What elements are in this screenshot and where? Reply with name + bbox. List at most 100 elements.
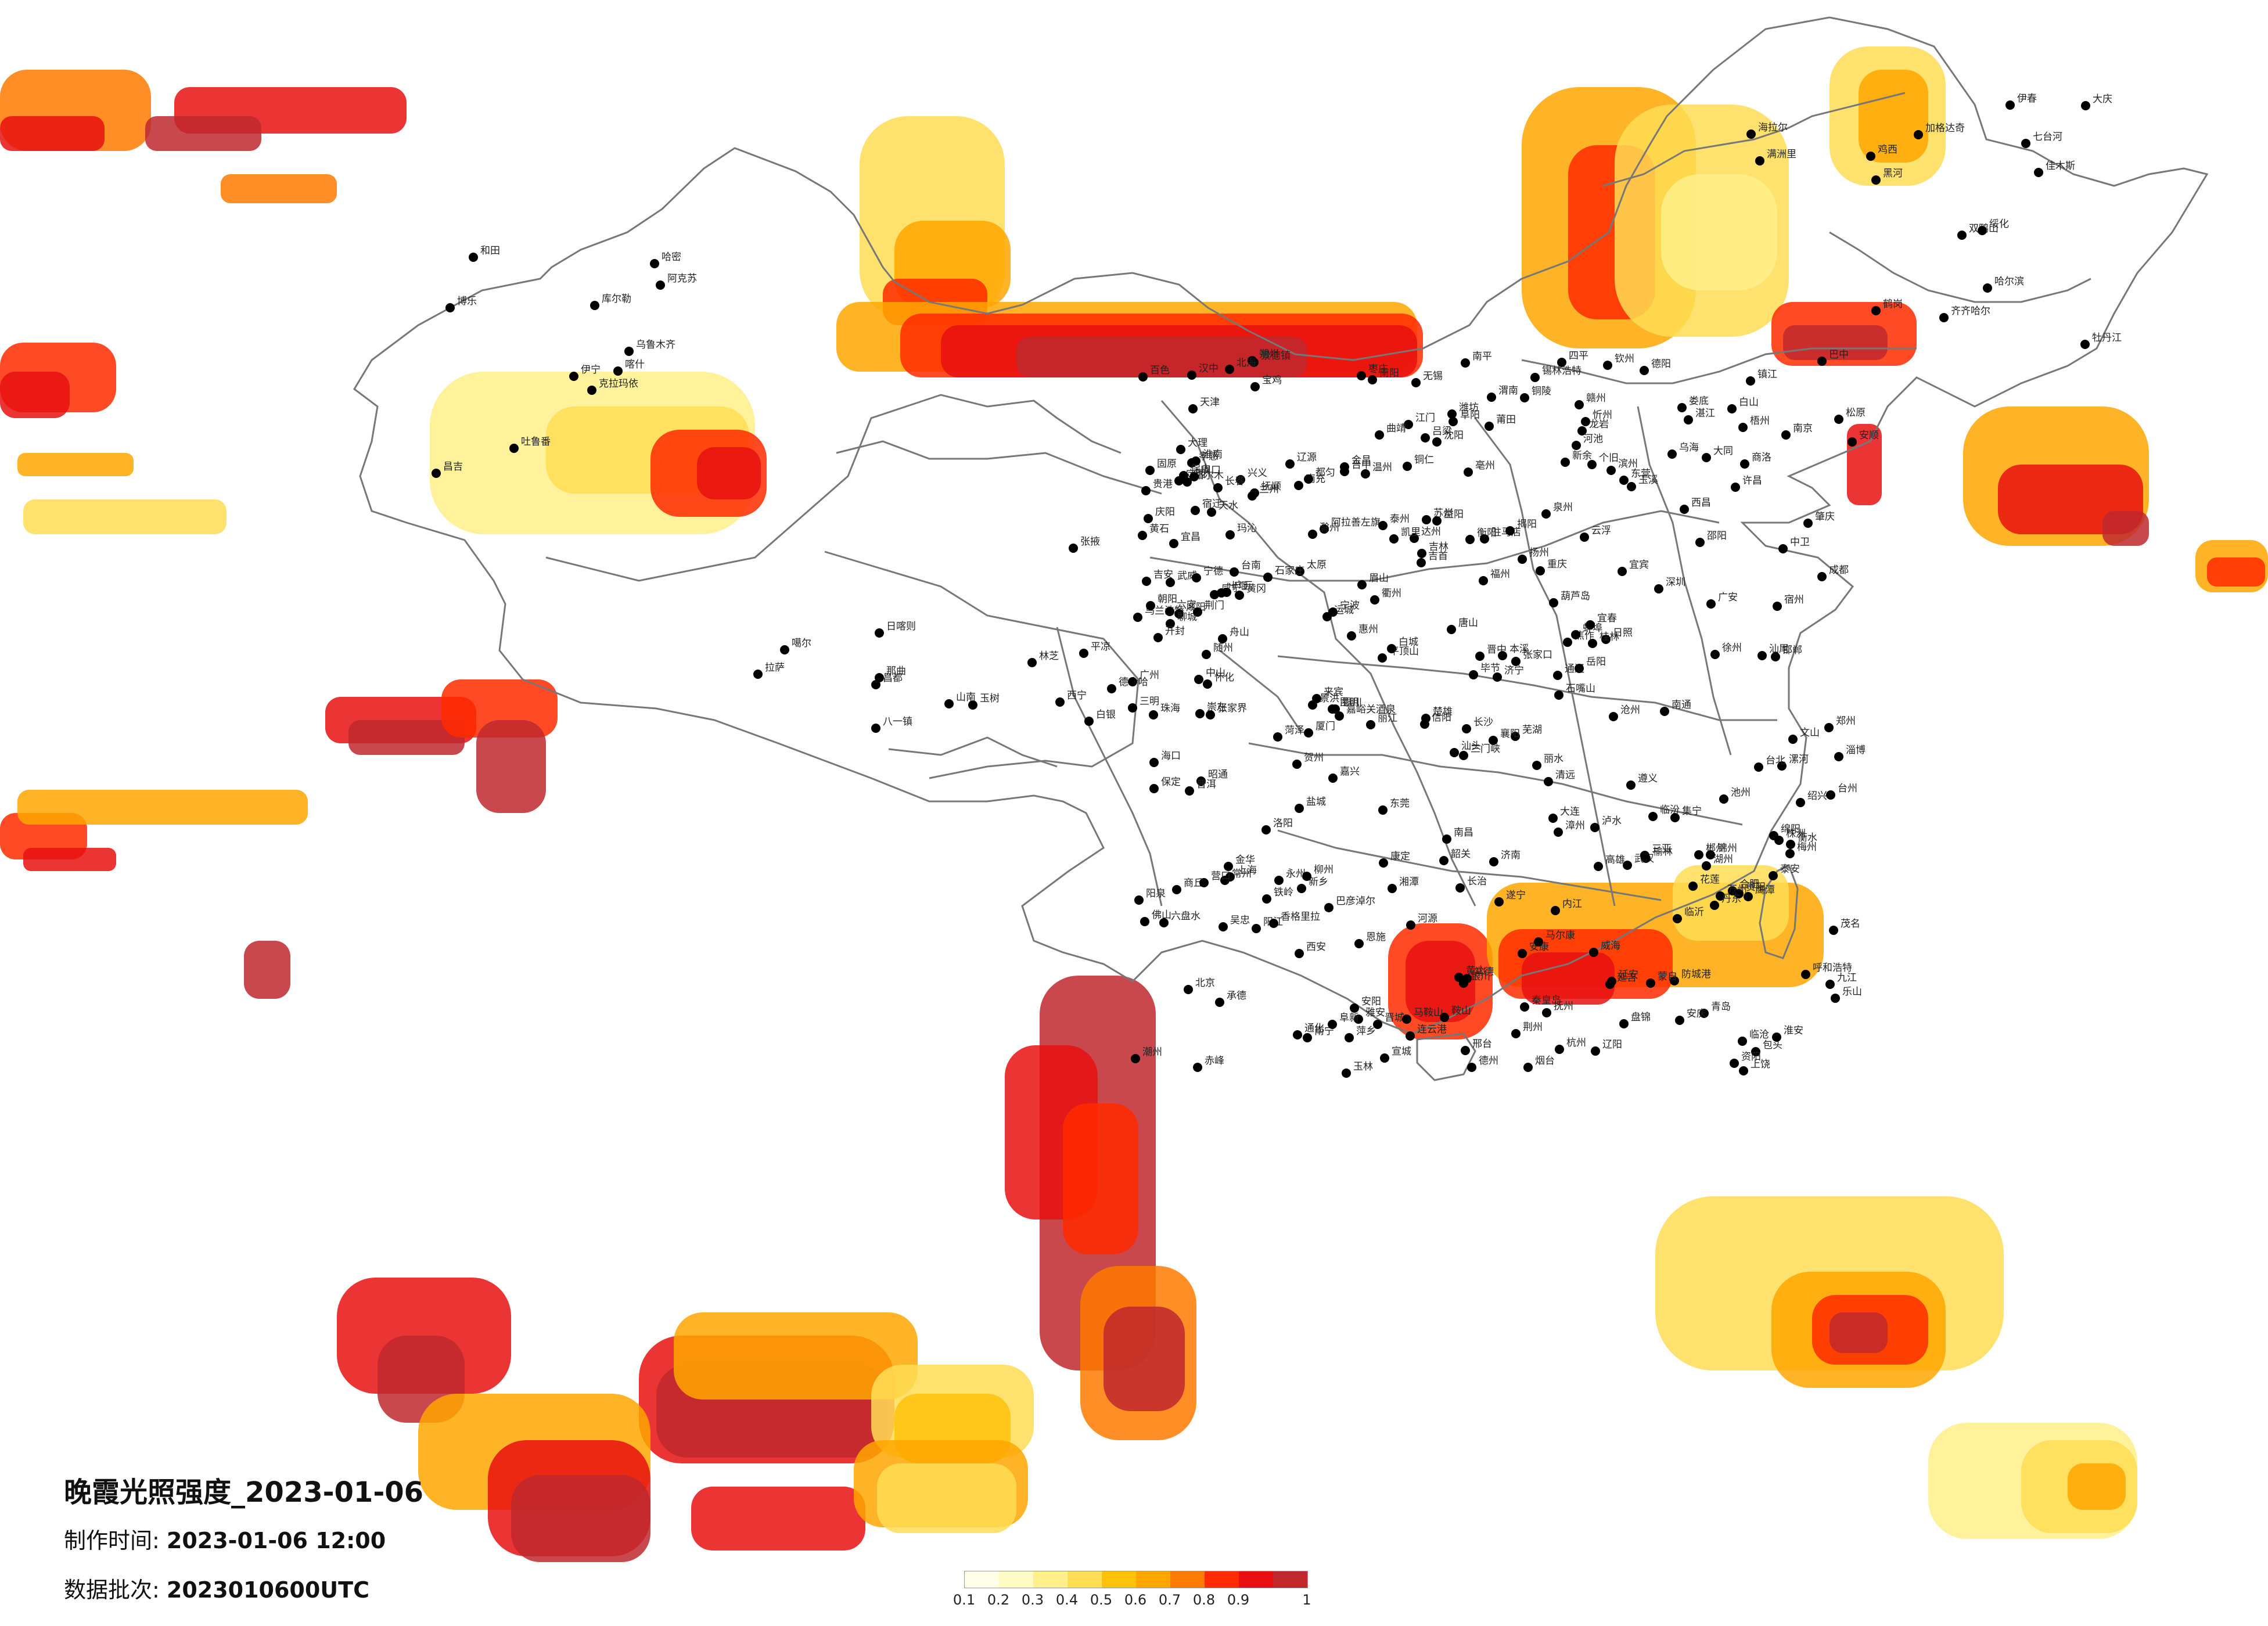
city-dot bbox=[1489, 857, 1498, 866]
city-label: 景德镇 bbox=[1261, 350, 1291, 362]
legend-tick: 0.6 bbox=[1124, 1592, 1147, 1608]
city-dot bbox=[1532, 761, 1541, 770]
city-label: 黄冈 bbox=[1246, 583, 1266, 595]
city-label: 西安 bbox=[1306, 941, 1326, 953]
city-dot bbox=[1402, 1015, 1411, 1024]
city-label: 青岛 bbox=[1711, 1001, 1731, 1013]
city-label: 惠州 bbox=[1358, 624, 1378, 635]
city-label: 四平 bbox=[1569, 350, 1588, 362]
glow-patch bbox=[1016, 337, 1307, 377]
city-dot bbox=[1404, 420, 1413, 429]
city-label: 济南 bbox=[1501, 850, 1521, 861]
city-dot bbox=[1185, 786, 1194, 796]
city-label: 都匀 bbox=[1315, 467, 1335, 479]
city-dot bbox=[1518, 949, 1527, 958]
city-dot bbox=[753, 670, 763, 679]
city-label: 中山 bbox=[1206, 667, 1225, 679]
city-label: 长沙 bbox=[1473, 717, 1493, 728]
city-label: 丽水 bbox=[1544, 753, 1563, 765]
city-label: 锡林浩特 bbox=[1542, 365, 1582, 377]
city-dot bbox=[1494, 897, 1504, 906]
city-dot bbox=[1225, 365, 1234, 374]
glow-patch bbox=[1859, 70, 1928, 163]
glow-patch bbox=[1783, 325, 1888, 360]
city-label: 临汾 bbox=[1660, 804, 1680, 816]
city-label: 中卫 bbox=[1790, 537, 1810, 548]
city-label: 佳木斯 bbox=[2046, 160, 2075, 172]
city-dot bbox=[1388, 884, 1397, 893]
city-dot bbox=[1688, 882, 1698, 891]
city-dot bbox=[1605, 980, 1615, 989]
city-label: 新余 bbox=[1572, 450, 1592, 462]
city-label: 厦门 bbox=[1315, 721, 1335, 732]
city-label: 嘉兴 bbox=[1340, 766, 1360, 778]
city-dot bbox=[1575, 664, 1584, 673]
city-label: 汉中 bbox=[1199, 363, 1219, 375]
city-label: 烟台 bbox=[1535, 1055, 1555, 1067]
city-dot bbox=[1462, 724, 1471, 733]
city-dot bbox=[1370, 595, 1379, 605]
city-dot bbox=[1354, 1015, 1363, 1024]
city-dot bbox=[1335, 711, 1344, 721]
city-label: 马尔康 bbox=[1545, 930, 1575, 941]
city-label: 永州 bbox=[1286, 868, 1306, 880]
city-label: 香格里拉 bbox=[1281, 911, 1320, 923]
city-dot bbox=[1250, 488, 1259, 498]
glow-patch bbox=[0, 116, 105, 151]
city-label: 湖州 bbox=[1713, 854, 1733, 865]
city-label: 揭阳 bbox=[1517, 519, 1537, 530]
city-label: 库尔勒 bbox=[602, 293, 631, 305]
city-dot bbox=[1511, 657, 1521, 666]
city-dot bbox=[1149, 784, 1159, 793]
city-dot bbox=[1939, 313, 1949, 322]
city-label: 平凉 bbox=[1091, 641, 1110, 653]
city-dot bbox=[1107, 684, 1116, 693]
city-dot bbox=[1406, 1031, 1415, 1041]
city-dot bbox=[1589, 948, 1598, 957]
city-label: 海拉尔 bbox=[1758, 122, 1788, 134]
city-dot bbox=[1285, 459, 1295, 469]
city-label: 柳州 bbox=[1314, 864, 1334, 876]
city-label: 日照 bbox=[1613, 627, 1633, 639]
city-dot bbox=[1757, 651, 1767, 660]
city-dot bbox=[1375, 430, 1384, 440]
made-time-value: 2023-01-06 12:00 bbox=[166, 1528, 386, 1553]
city-dot bbox=[1387, 644, 1396, 653]
city-label: 康定 bbox=[1390, 851, 1410, 862]
city-label: 伊春 bbox=[2017, 93, 2037, 105]
city-label: 通化 bbox=[1304, 1023, 1324, 1034]
city-label: 桂林 bbox=[1600, 631, 1619, 643]
city-dot bbox=[587, 386, 596, 395]
city-label: 吉林 bbox=[1429, 541, 1448, 553]
city-label: 河池 bbox=[1583, 433, 1603, 445]
province-boundaries bbox=[353, 16, 2209, 1081]
city-dot bbox=[1771, 652, 1780, 661]
city-dot bbox=[1191, 506, 1200, 515]
city-label: 长治 bbox=[1467, 876, 1487, 887]
city-label: 沧州 bbox=[1620, 704, 1640, 716]
city-label: 东营 bbox=[1631, 468, 1651, 480]
city-label: 衡水 bbox=[1798, 832, 1817, 844]
city-dot bbox=[1778, 544, 1788, 553]
city-label: 佛山 bbox=[1152, 909, 1171, 921]
city-label: 忻州 bbox=[1593, 409, 1612, 421]
city-label: 贺州 bbox=[1304, 752, 1324, 764]
city-label: 朔州 bbox=[1259, 348, 1279, 360]
glow-patch bbox=[0, 372, 70, 418]
city-label: 集宁 bbox=[1682, 805, 1702, 817]
city-dot bbox=[1432, 516, 1442, 526]
city-label: 松原 bbox=[1846, 407, 1866, 419]
city-dot bbox=[2005, 100, 2015, 110]
city-dot bbox=[1199, 878, 1209, 887]
city-dot bbox=[1079, 649, 1088, 658]
city-label: 池州 bbox=[1731, 787, 1751, 798]
city-label: 十堰 bbox=[1228, 581, 1248, 592]
glow-patch bbox=[1522, 952, 1615, 1005]
city-label: 许昌 bbox=[1742, 475, 1762, 487]
city-dot bbox=[1673, 914, 1682, 923]
city-label: 乌海 bbox=[1679, 442, 1699, 454]
city-dot bbox=[1194, 675, 1203, 684]
city-dot bbox=[1373, 1020, 1382, 1029]
city-label: 六盘水 bbox=[1171, 911, 1201, 922]
city-label: 恩施 bbox=[1366, 931, 1386, 943]
